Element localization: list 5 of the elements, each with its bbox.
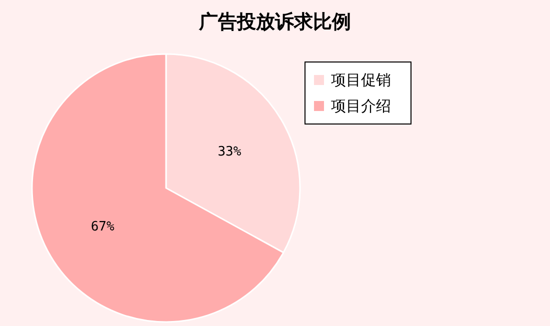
legend-label: 项目促销 <box>331 71 391 89</box>
chart-title: 广告投放诉求比例 <box>198 11 351 33</box>
legend-label: 项目介绍 <box>331 97 391 115</box>
data-label: 33% <box>218 144 242 160</box>
data-label: 67% <box>90 220 114 235</box>
